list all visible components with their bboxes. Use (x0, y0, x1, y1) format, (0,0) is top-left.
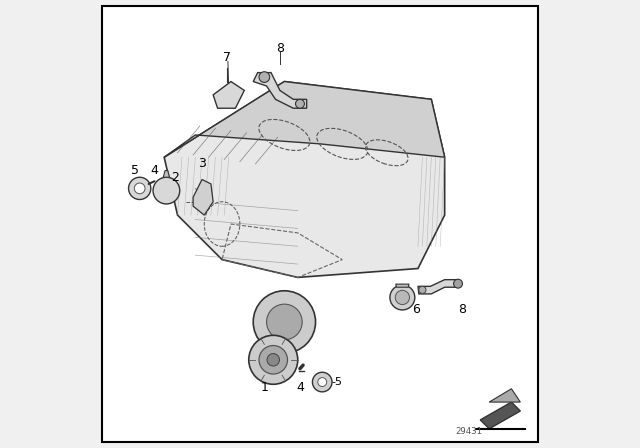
Circle shape (253, 291, 316, 353)
Circle shape (259, 345, 287, 374)
Circle shape (454, 279, 463, 288)
Polygon shape (480, 402, 520, 429)
Text: 4: 4 (150, 164, 158, 177)
Text: 7: 7 (223, 51, 230, 64)
Text: 4: 4 (296, 381, 304, 394)
Text: -5: -5 (331, 377, 342, 387)
Circle shape (153, 177, 180, 204)
Polygon shape (193, 180, 213, 215)
Circle shape (267, 304, 302, 340)
Circle shape (129, 177, 151, 199)
Polygon shape (396, 284, 409, 287)
Polygon shape (164, 82, 445, 157)
Text: 5: 5 (131, 164, 140, 177)
Circle shape (296, 99, 305, 108)
Polygon shape (489, 389, 520, 402)
Polygon shape (253, 73, 307, 108)
Polygon shape (163, 171, 170, 177)
Circle shape (267, 353, 280, 366)
Text: 1: 1 (260, 381, 268, 394)
Circle shape (259, 72, 269, 82)
Text: 2: 2 (172, 171, 179, 184)
Circle shape (312, 372, 332, 392)
Polygon shape (213, 82, 244, 108)
Circle shape (318, 378, 326, 387)
Circle shape (249, 335, 298, 384)
Circle shape (134, 183, 145, 194)
Text: 6: 6 (412, 303, 420, 316)
Text: 29431: 29431 (456, 426, 483, 435)
Circle shape (390, 285, 415, 310)
Polygon shape (164, 82, 445, 277)
Text: 8: 8 (276, 42, 284, 55)
Polygon shape (418, 280, 458, 294)
Text: 3: 3 (198, 157, 206, 170)
Circle shape (396, 290, 410, 305)
Circle shape (419, 286, 426, 293)
Text: 8: 8 (458, 303, 467, 316)
